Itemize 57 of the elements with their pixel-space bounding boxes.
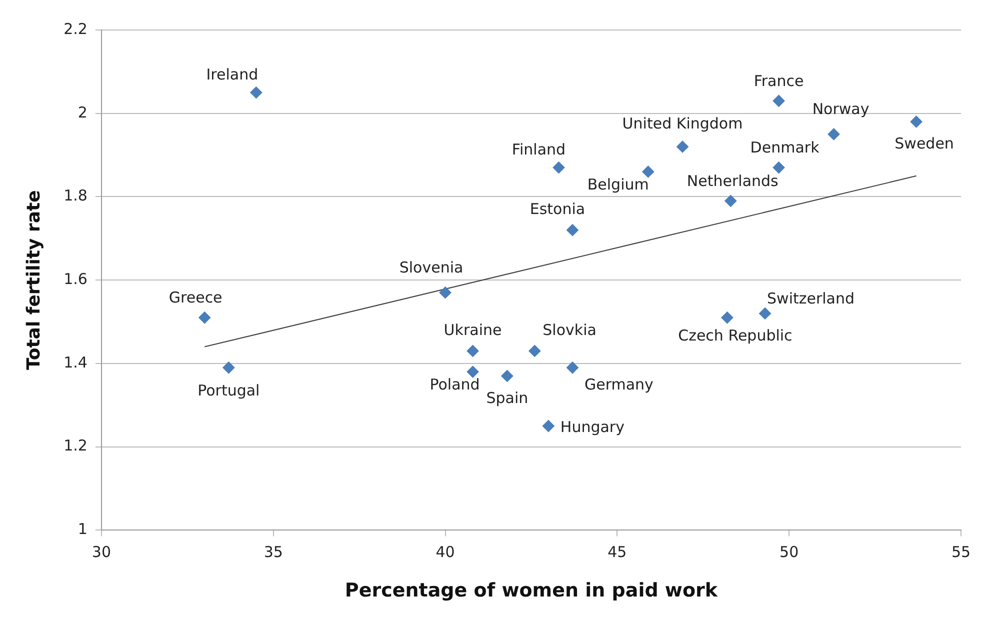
point (721, 312, 734, 324)
annotation: Czech Republic (678, 326, 792, 345)
y-tick-label: 2.2 (64, 20, 88, 38)
x-tick-label: 45 (608, 543, 627, 562)
x-tick-label: 35 (264, 543, 283, 562)
y-tick-label: 2 (78, 103, 88, 122)
annotation: Norway (812, 100, 870, 118)
annotation: Portugal (198, 382, 260, 400)
point (910, 116, 922, 128)
y-axis-title: Total fertility rate (23, 190, 44, 370)
point (642, 166, 654, 178)
annotation: France (754, 72, 804, 90)
y-tick-label: 1 (78, 520, 88, 538)
annotation: Switzerland (767, 289, 855, 308)
annotation: Greece (168, 288, 222, 307)
y-tick-label: 1.8 (64, 186, 88, 205)
point (528, 344, 541, 357)
point (501, 370, 514, 382)
annotation: Slovkia (542, 320, 596, 339)
annotation: Ireland (206, 65, 258, 84)
annotation: Ukraine (444, 320, 502, 339)
point (566, 362, 578, 374)
y-tick-label: 1.4 (64, 353, 88, 372)
x-tick-label: 40 (436, 543, 455, 562)
point (466, 344, 479, 357)
annotation: Denmark (750, 138, 820, 156)
annotation: Estonia (530, 200, 586, 218)
annotation: Hungary (560, 418, 625, 436)
point (542, 420, 554, 432)
point (466, 366, 479, 378)
point (772, 162, 785, 174)
point (772, 94, 785, 107)
point (566, 224, 578, 236)
annotation: Poland (430, 376, 480, 394)
annotation: United Kingdom (622, 114, 743, 133)
x-tick-label: 50 (780, 543, 799, 562)
y-tick-label: 1.2 (64, 436, 88, 455)
point (828, 128, 840, 140)
point (198, 312, 211, 324)
x-tick-label: 55 (951, 543, 971, 562)
point (724, 194, 737, 207)
annotation: Belgium (587, 176, 649, 194)
annotation: Sweden (894, 134, 954, 153)
annotation: Germany (584, 376, 654, 394)
y-tick-label: 1.6 (64, 270, 88, 288)
x-tick-label: 30 (92, 543, 111, 562)
annotation: Slovenia (399, 258, 464, 276)
point (552, 162, 565, 174)
point (759, 307, 772, 320)
annotation: Netherlands (686, 172, 779, 190)
point (222, 362, 235, 374)
x-axis-title: Percentage of women in paid work (344, 580, 718, 602)
point (439, 286, 452, 299)
point (250, 86, 262, 99)
point (676, 140, 689, 153)
annotation: Finland (512, 140, 566, 158)
annotation: Spain (486, 388, 528, 407)
